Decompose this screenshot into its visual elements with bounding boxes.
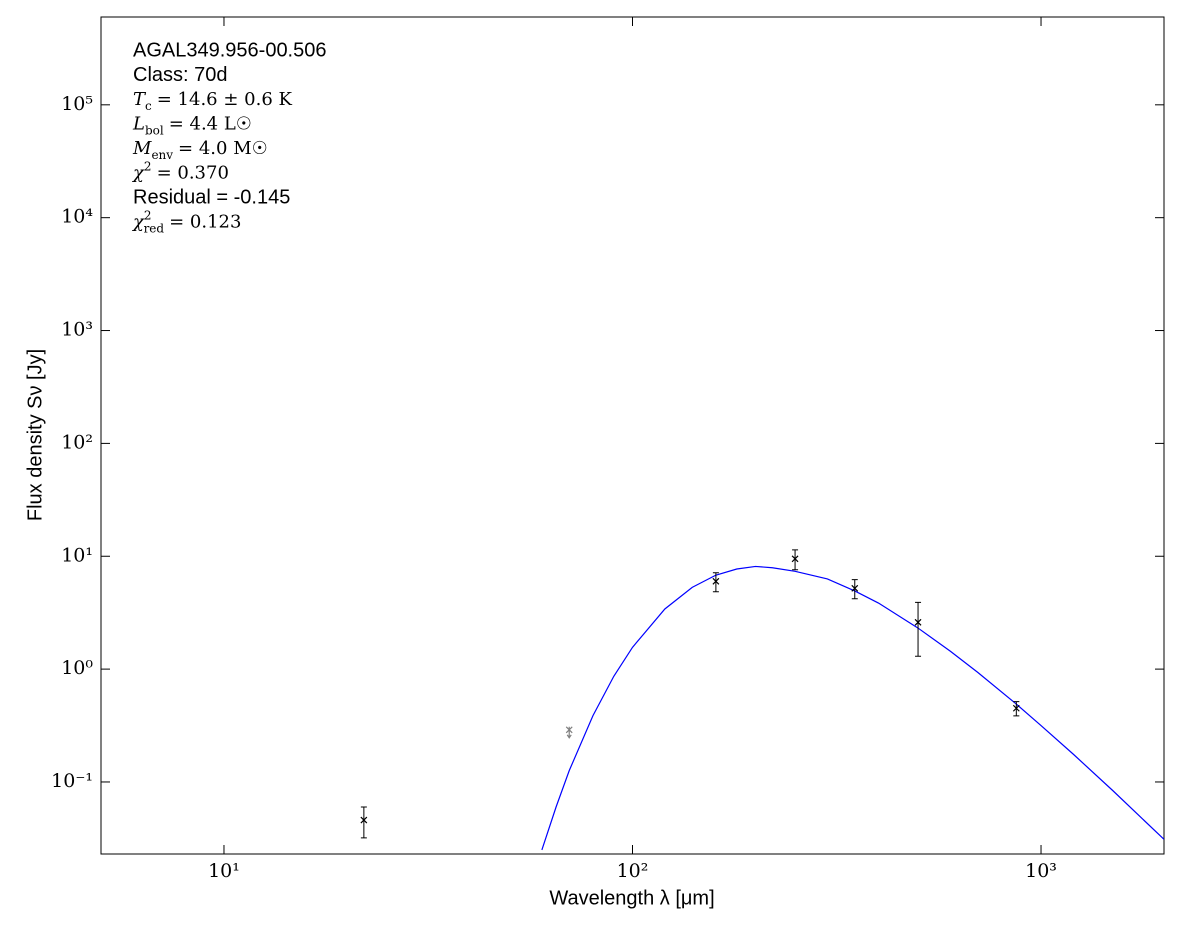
error-bar	[360, 806, 367, 839]
annotation: χ2 = 0.370	[131, 159, 229, 184]
plot-frame	[100, 16, 1165, 855]
annotation: Class: 70d	[133, 64, 228, 86]
annotation: χ2 red = 0.123	[131, 208, 241, 235]
data-point	[914, 618, 922, 626]
x-tick-label: 10¹	[208, 860, 240, 882]
x-axis-label: Wavelength λ [μm]	[549, 887, 714, 909]
annotation-symbol: L	[132, 114, 145, 135]
y-tick-label: 10⁵	[61, 93, 93, 115]
y-axis-label: Flux density Sν [Jy]	[24, 349, 46, 521]
annotation-subscript: red	[144, 221, 165, 235]
y-tick-label: 10³	[61, 319, 93, 341]
y-tick-label: 10⁻¹	[51, 770, 93, 792]
error-bar	[915, 601, 922, 657]
annotation: Lbol = 4.4 L☉	[132, 114, 252, 138]
annotation-value: = 0.123	[169, 212, 241, 233]
error-bar	[792, 549, 799, 571]
upper-limit	[565, 726, 573, 739]
annotation-subscript: bol	[145, 123, 164, 137]
error-bar	[851, 579, 858, 600]
data-point	[851, 584, 859, 592]
x-tick-label: 10³	[1025, 860, 1057, 882]
annotation-value: = 0.370	[157, 163, 229, 184]
data-point	[712, 577, 720, 585]
y-tick-label: 10¹	[61, 544, 93, 566]
data-point	[791, 555, 799, 563]
annotation: Tc = 14.6 ± 0.6 K	[133, 89, 293, 113]
data-point	[360, 816, 368, 824]
annotation-subscript: c	[145, 99, 152, 113]
data-point	[1012, 704, 1020, 712]
annotation-superscript: 2	[144, 159, 152, 173]
x-tick-label: 10²	[617, 860, 649, 882]
annotation-symbol: T	[133, 89, 147, 110]
annotation-symbol: M	[132, 138, 152, 159]
annotation-symbol: χ	[131, 163, 145, 184]
annotation-superscript: 2	[144, 208, 152, 222]
error-bar	[712, 572, 719, 593]
annotation-value: = 4.0 M☉	[178, 138, 268, 159]
plot-area	[360, 549, 1164, 851]
annotation: Residual = -0.145	[133, 186, 290, 208]
model-curve	[541, 565, 1164, 851]
annotation-subscript: env	[151, 148, 173, 162]
annotation-value: = 4.4 L☉	[169, 114, 252, 135]
annotation-symbol: χ	[131, 212, 145, 233]
y-tick-label: 10⁴	[61, 206, 93, 228]
annotation: Menv = 4.0 M☉	[132, 138, 268, 162]
annotation: AGAL349.956-00.506	[133, 39, 327, 61]
y-tick-label: 10⁰	[61, 657, 93, 679]
y-tick-label: 10²	[61, 431, 93, 453]
annotation-value: = 14.6 ± 0.6 K	[157, 89, 293, 110]
